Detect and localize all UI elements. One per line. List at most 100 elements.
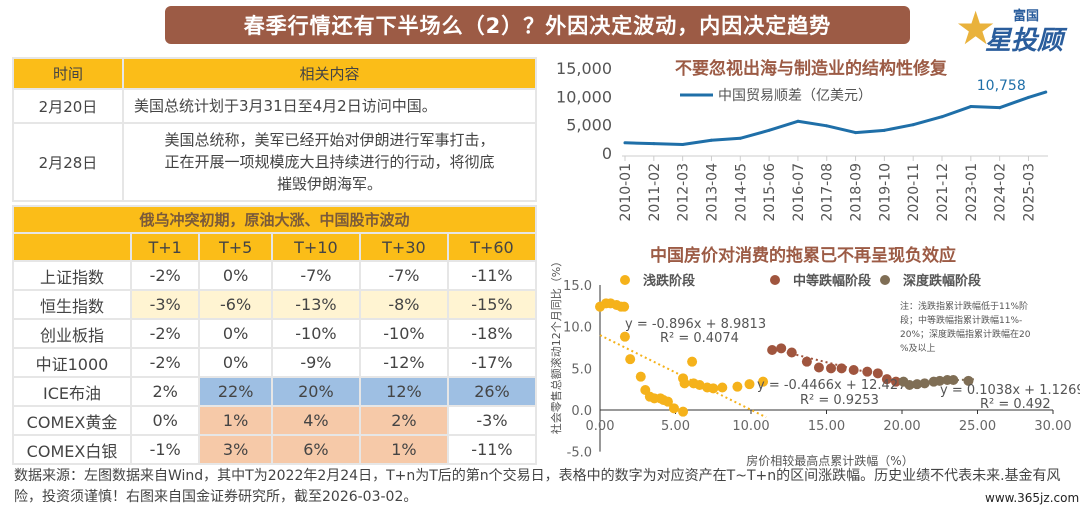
line-segment bbox=[767, 119, 800, 132]
data-point bbox=[904, 380, 915, 390]
return-cell: -2% bbox=[129, 260, 201, 291]
return-cell: -13% bbox=[270, 289, 361, 320]
y-tick-label: 10,000 bbox=[556, 87, 612, 106]
y-tick-label: 15.0 bbox=[563, 279, 592, 294]
legend-label: 浅跌阶段 bbox=[643, 273, 695, 289]
data-point bbox=[678, 406, 689, 417]
data-point bbox=[708, 383, 719, 394]
data-point bbox=[801, 356, 812, 367]
legend-marker bbox=[880, 275, 890, 285]
return-cell: 0% bbox=[129, 405, 201, 436]
trend-equation: y = 0.1038x + 1.1269 bbox=[940, 383, 1080, 398]
data-point bbox=[687, 356, 698, 367]
data-point bbox=[776, 343, 787, 354]
return-cell: -7% bbox=[358, 260, 449, 291]
line-segment bbox=[1026, 90, 1048, 99]
return-cell: -3% bbox=[129, 289, 201, 320]
data-point bbox=[758, 376, 769, 387]
y-tick-label: 0.0 bbox=[571, 404, 592, 419]
event-content: 美国总统计划于3月31日至4月2日访问中国。 bbox=[122, 88, 537, 124]
chart-note: 注：浅跌指累计跌幅低于11%阶 bbox=[900, 300, 1028, 312]
data-point bbox=[862, 366, 873, 377]
return-cell: -6% bbox=[198, 289, 273, 320]
data-point bbox=[872, 368, 883, 379]
footnote: 数据来源：左图数据来自Wind，其中T为2022年2月24日，T+n为T后的第n… bbox=[14, 468, 1061, 505]
return-cell: -11% bbox=[446, 434, 538, 465]
x-tick-label: 5.00 bbox=[661, 419, 690, 434]
return-cell: 1% bbox=[358, 434, 449, 465]
data-point bbox=[813, 362, 824, 373]
data-point bbox=[679, 378, 690, 389]
return-cell: 20% bbox=[270, 376, 361, 407]
return-cell: -8% bbox=[358, 289, 449, 320]
data-point bbox=[744, 379, 755, 390]
return-cell: -2% bbox=[129, 347, 201, 378]
x-tick-label: 25.00 bbox=[959, 419, 996, 434]
chart-note: 段；中等跌幅指累计跌幅11%- bbox=[900, 314, 1022, 326]
data-point bbox=[963, 375, 974, 386]
column-header: T+1 bbox=[129, 232, 201, 262]
return-cell: 2% bbox=[358, 405, 449, 436]
y-tick-label: -5.0 bbox=[567, 446, 592, 461]
line-segment bbox=[681, 138, 713, 146]
x-tick-label: 10.00 bbox=[732, 419, 769, 434]
return-cell: -7% bbox=[270, 260, 361, 291]
logo-text-2: 星投顾 bbox=[985, 26, 1064, 56]
trend-r-squared: R² = 0.492 bbox=[980, 397, 1051, 412]
line-segment bbox=[911, 115, 944, 127]
y-tick-label: 5.0 bbox=[571, 362, 592, 377]
x-tick-label: 2011-02 bbox=[647, 163, 663, 222]
event-content: 美国总统称，美军已经开始对伊朗进行军事打击，正在开展一项规模庞大且持续进行的行动… bbox=[122, 122, 537, 202]
data-point bbox=[662, 396, 673, 407]
x-tick-label: 2016-07 bbox=[791, 163, 807, 222]
data-point bbox=[881, 374, 892, 385]
table-row: COMEX黄金 0% 1% 4% 2% -3% bbox=[12, 405, 538, 436]
table-row: 2月20日 美国总统计划于3月31日至4月2日访问中国。 bbox=[12, 88, 537, 124]
line-segment bbox=[738, 128, 771, 140]
x-tick-label: 2018-09 bbox=[849, 163, 865, 222]
y-tick-label: 5,000 bbox=[566, 116, 612, 135]
x-tick-label: 2012-03 bbox=[676, 163, 692, 222]
table-row: COMEX白银 -1% 3% 6% 1% -11% bbox=[12, 434, 538, 465]
table-row: 上证指数 -2% 0% -7% -7% -11% bbox=[12, 260, 538, 291]
data-point bbox=[635, 371, 646, 382]
trend-equation: y = -0.4466x + 12.427 bbox=[757, 378, 906, 393]
line-segment bbox=[623, 141, 656, 146]
asset-name: COMEX黄金 bbox=[12, 405, 132, 436]
x-tick-label: 0.00 bbox=[586, 419, 615, 434]
x-tick-label: 2010-01 bbox=[618, 163, 634, 222]
asset-name: 创业板指 bbox=[12, 318, 132, 349]
chart-note: 20%；深度跌幅指累计跌幅在20 bbox=[900, 328, 1031, 340]
column-header: T+10 bbox=[270, 232, 361, 262]
asset-name: 上证指数 bbox=[12, 260, 132, 291]
watermark: www.365jz.com bbox=[985, 491, 1080, 505]
data-point bbox=[732, 381, 743, 392]
legend-marker bbox=[620, 275, 630, 285]
trendline bbox=[599, 334, 767, 419]
line-segment bbox=[854, 128, 886, 135]
event-date: 2月20日 bbox=[12, 88, 124, 124]
logo: ★ 富国 星投顾 bbox=[955, 2, 1070, 56]
return-cell: -1% bbox=[129, 434, 201, 465]
returns-table: 俄乌冲突初期，原油大涨、中国股市波动 T+1 T+5 T+10 T+30 T+60 上证… bbox=[12, 205, 538, 465]
data-point bbox=[890, 376, 901, 387]
return-cell: -3% bbox=[446, 405, 538, 436]
return-cell: -9% bbox=[270, 347, 361, 378]
data-point bbox=[668, 403, 679, 414]
asset-name: COMEX白银 bbox=[12, 434, 132, 465]
asset-name: 恒生指数 bbox=[12, 289, 132, 320]
header-date: 时间 bbox=[12, 57, 124, 90]
data-point bbox=[767, 345, 778, 355]
line-segment bbox=[882, 123, 915, 132]
header-content: 相关内容 bbox=[122, 57, 537, 90]
line-segment bbox=[709, 136, 742, 142]
x-tick-label: 2013-04 bbox=[704, 163, 720, 222]
line-segment bbox=[940, 105, 973, 119]
logo-text-1: 富国 bbox=[1013, 9, 1040, 24]
data-point bbox=[826, 363, 837, 374]
table-row: ICE布油 2% 22% 20% 12% 26% bbox=[12, 376, 538, 407]
x-tick-label: 2024-02 bbox=[993, 163, 1009, 222]
x-tick-label: 2015-06 bbox=[762, 163, 778, 222]
returns-table-title: 俄乌冲突初期，原油大涨、中国股市波动 bbox=[12, 205, 537, 234]
legend-marker bbox=[770, 275, 780, 285]
